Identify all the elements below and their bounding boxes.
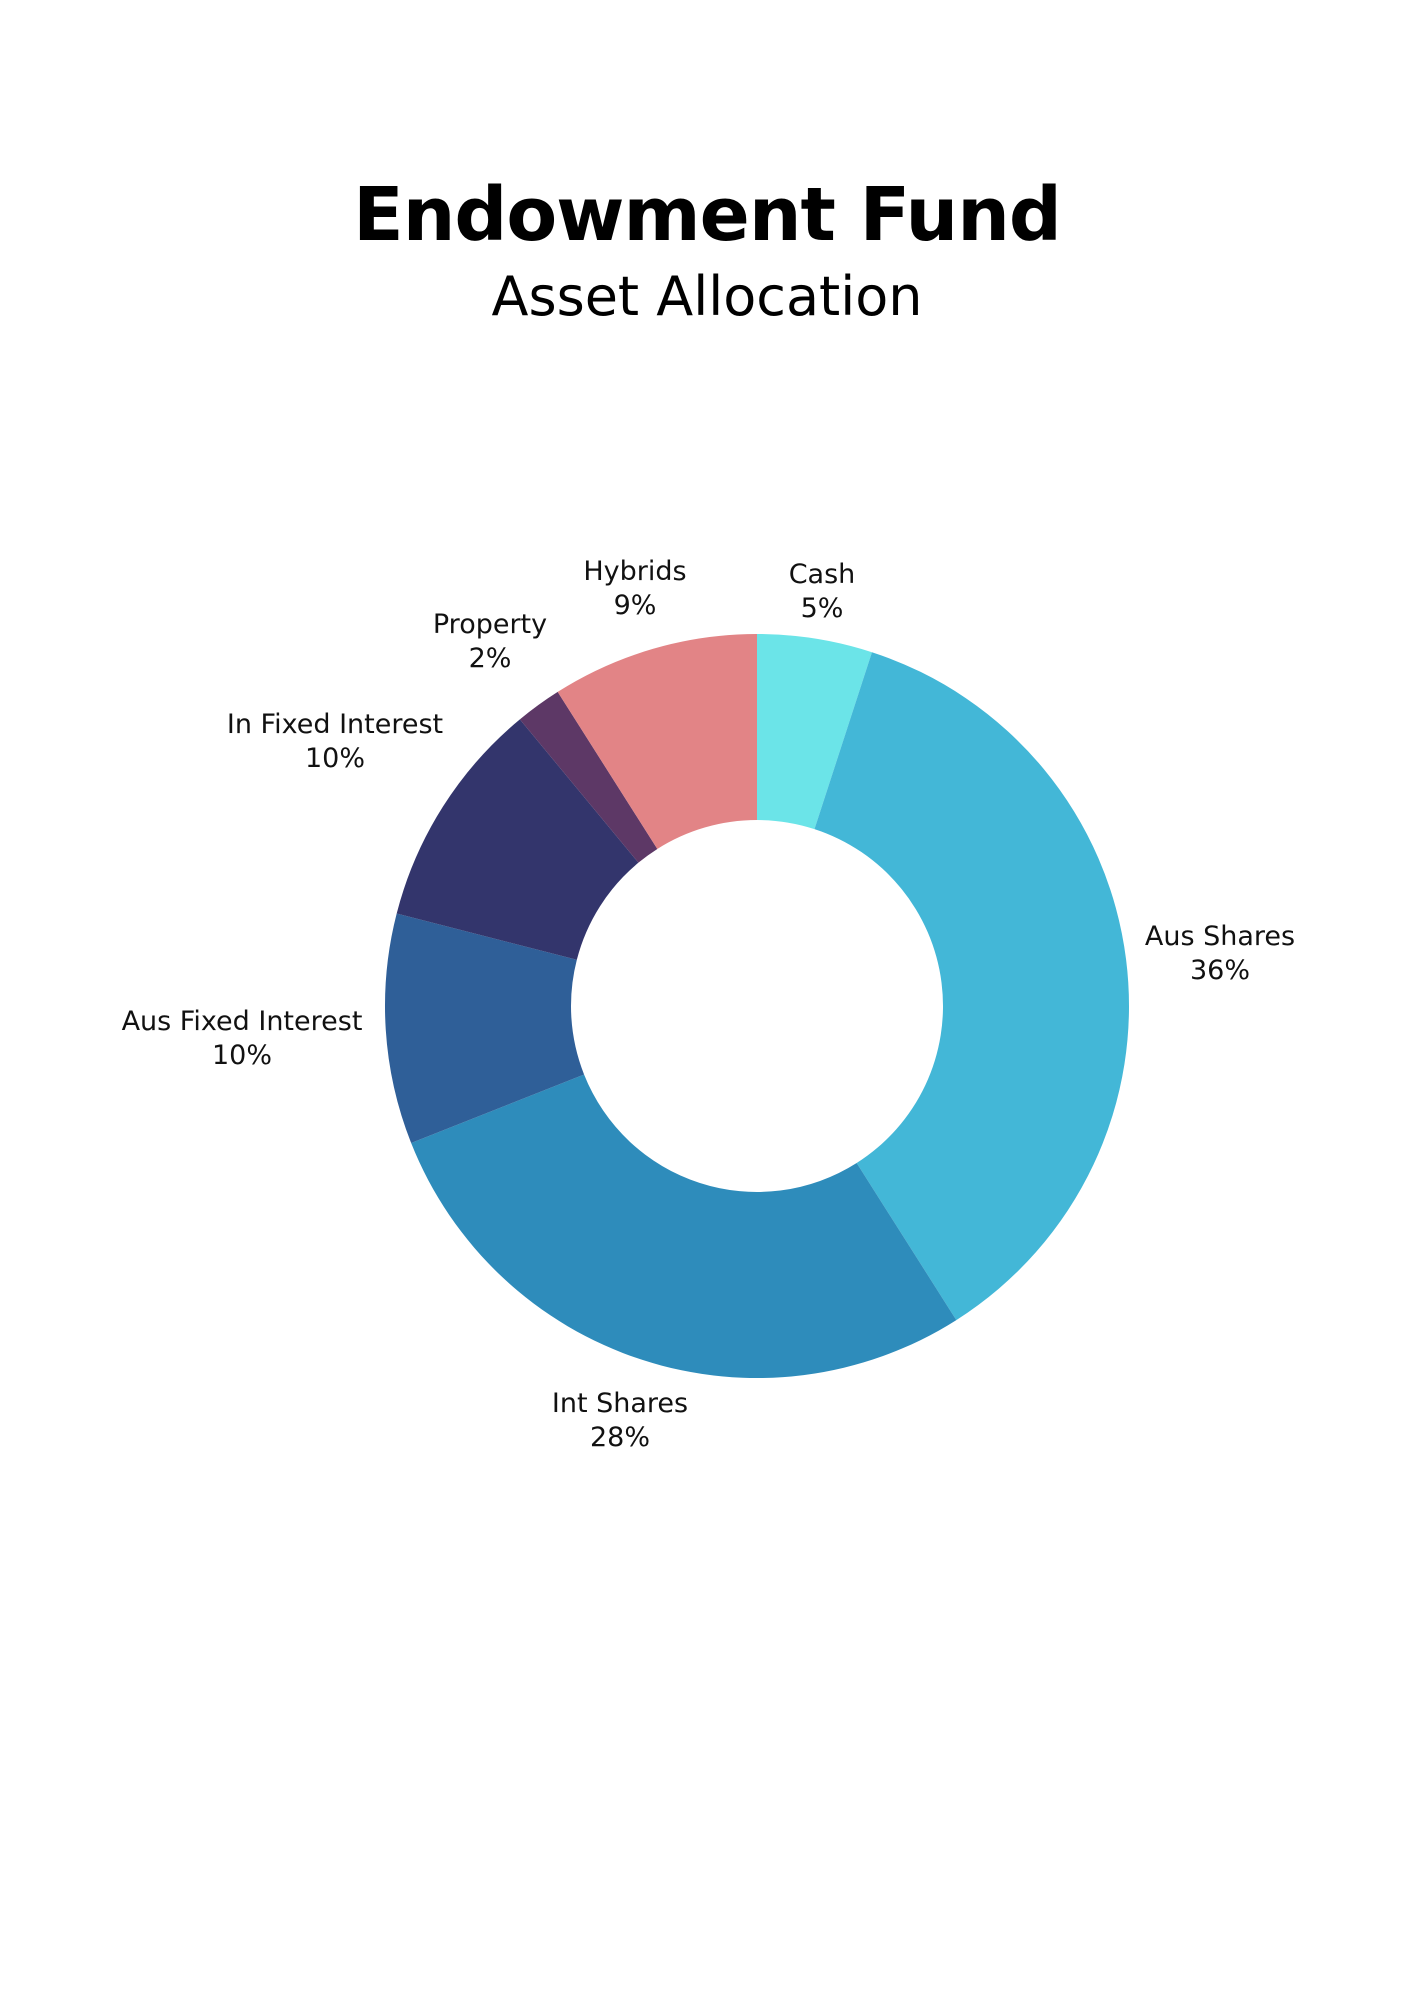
slice-name-label: Int Shares [552,1388,688,1419]
slice-name-label: Aus Fixed Interest [122,1006,363,1037]
slice-name-label: Hybrids [583,556,686,587]
slice-value-label: 10% [212,1040,272,1071]
donut-slice-property [519,691,658,863]
slice-value-label: 2% [469,643,512,674]
slice-name-label: Property [433,609,547,640]
slice-value-label: 28% [590,1422,650,1453]
chart-subtitle: Asset Allocation [491,265,923,328]
slice-value-label: 5% [801,593,844,624]
chart-title: Endowment Fund [353,172,1062,258]
donut-slice-int-shares [411,1074,957,1378]
donut-slice-aus-fixed-interest [384,913,585,1143]
slice-name-label: Aus Shares [1145,921,1295,952]
slice-value-label: 10% [305,743,365,774]
donut-slice-in-fixed-interest [396,719,639,960]
donut-slice-hybrids [557,634,757,849]
slice-value-label: 9% [614,590,657,621]
slice-name-label: Cash [789,559,856,590]
slice-name-label: In Fixed Interest [227,709,443,740]
donut-slice-aus-shares [814,652,1130,1321]
donut-slice-cash [757,634,872,830]
slice-value-label: 36% [1190,955,1250,986]
